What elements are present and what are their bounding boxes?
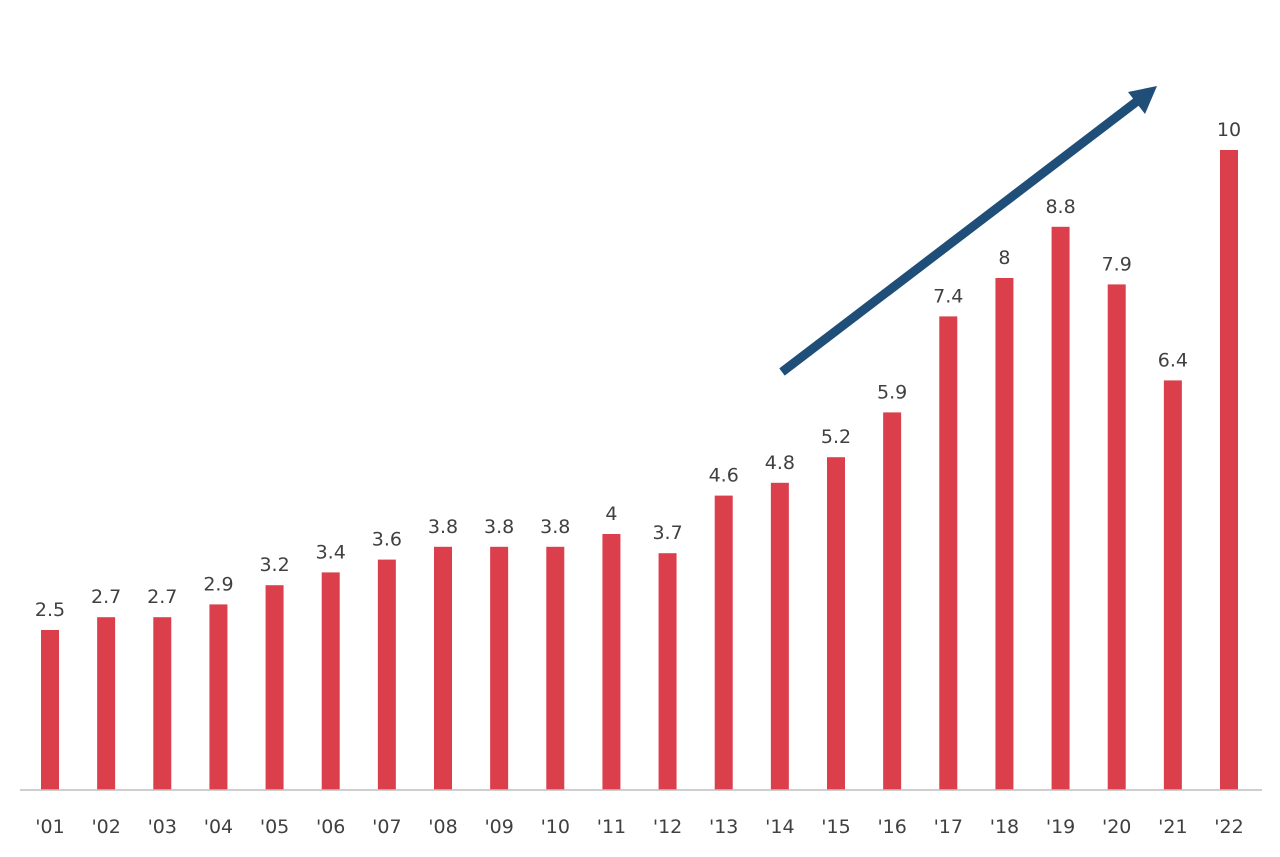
data-label: 2.5 xyxy=(35,599,65,621)
data-label: 7.9 xyxy=(1102,253,1132,275)
x-tick-label: '22 xyxy=(1214,816,1243,838)
data-label: 2.9 xyxy=(203,573,233,595)
x-tick-label: '18 xyxy=(990,816,1019,838)
x-tick-label: '13 xyxy=(709,816,738,838)
data-label: 5.2 xyxy=(821,426,851,448)
x-tick-labels-group: '01 '02 '03 '04 '05 '06 '07 '08 '09 '10 '11 '12 '13 '… xyxy=(35,816,1243,838)
x-tick-label: '08 xyxy=(428,816,457,838)
x-tick-label: '06 xyxy=(316,816,345,838)
x-tick-label: '11 xyxy=(597,816,626,838)
data-label: 3.2 xyxy=(259,554,289,576)
x-tick-label: '12 xyxy=(653,816,682,838)
x-tick-label: '16 xyxy=(877,816,906,838)
x-tick-label: '07 xyxy=(372,816,401,838)
bar xyxy=(1220,150,1238,790)
arrow-head-icon xyxy=(1128,86,1157,114)
x-tick-label: '01 xyxy=(35,816,64,838)
arrow-shaft xyxy=(779,95,1143,376)
x-tick-label: '04 xyxy=(204,816,233,838)
bar xyxy=(153,617,172,790)
x-tick-label: '03 xyxy=(148,816,177,838)
bar xyxy=(546,546,565,790)
x-tick-label: '10 xyxy=(541,816,570,838)
x-tick-label: '20 xyxy=(1102,816,1131,838)
bar xyxy=(321,572,340,790)
data-label: 10 xyxy=(1217,119,1241,141)
x-tick-label: '05 xyxy=(260,816,289,838)
x-tick-label: '19 xyxy=(1046,816,1075,838)
bars-group xyxy=(41,150,1238,791)
x-tick-label: '15 xyxy=(821,816,850,838)
bar xyxy=(995,278,1014,790)
bar xyxy=(41,630,59,790)
x-tick-label: '17 xyxy=(934,816,963,838)
bar xyxy=(1163,380,1182,790)
data-label: 3.4 xyxy=(316,541,346,563)
data-label: 5.9 xyxy=(877,381,907,403)
x-tick-label: '14 xyxy=(765,816,794,838)
data-label: 6.4 xyxy=(1158,349,1188,371)
data-label: 2.7 xyxy=(147,586,177,608)
x-tick-label: '02 xyxy=(91,816,120,838)
bar xyxy=(490,546,509,790)
data-label: 3.8 xyxy=(540,516,570,538)
data-label: 3.6 xyxy=(372,529,402,551)
trend-arrow xyxy=(779,86,1157,376)
bar xyxy=(209,604,228,790)
data-label: 2.7 xyxy=(91,586,121,608)
bar xyxy=(377,559,396,790)
bar xyxy=(602,534,621,790)
data-label: 7.4 xyxy=(933,285,963,307)
data-label: 8 xyxy=(998,247,1010,269)
bar xyxy=(97,617,116,790)
bar xyxy=(827,457,845,790)
data-labels-group: 2.5 2.7 2.7 2.9 3.2 3.4 3.6 3.8 3.8 3.8 4 3.7 4.6 4.8… xyxy=(35,119,1241,621)
x-tick-label: '09 xyxy=(484,816,513,838)
data-label: 3.8 xyxy=(428,516,458,538)
bar xyxy=(939,316,958,790)
data-label: 4.6 xyxy=(709,465,739,487)
bar xyxy=(658,553,677,790)
bar xyxy=(883,412,902,790)
bar xyxy=(265,585,284,790)
bar xyxy=(1051,226,1070,791)
x-tick-label: '21 xyxy=(1158,816,1187,838)
bar xyxy=(1107,284,1126,790)
bar xyxy=(434,546,452,790)
data-label: 8.8 xyxy=(1045,196,1075,218)
data-label: 4 xyxy=(605,503,617,525)
data-label: 4.8 xyxy=(765,452,795,474)
data-label: 3.7 xyxy=(652,522,682,544)
data-label: 3.8 xyxy=(484,516,514,538)
bar xyxy=(770,482,789,790)
bar xyxy=(714,495,733,790)
